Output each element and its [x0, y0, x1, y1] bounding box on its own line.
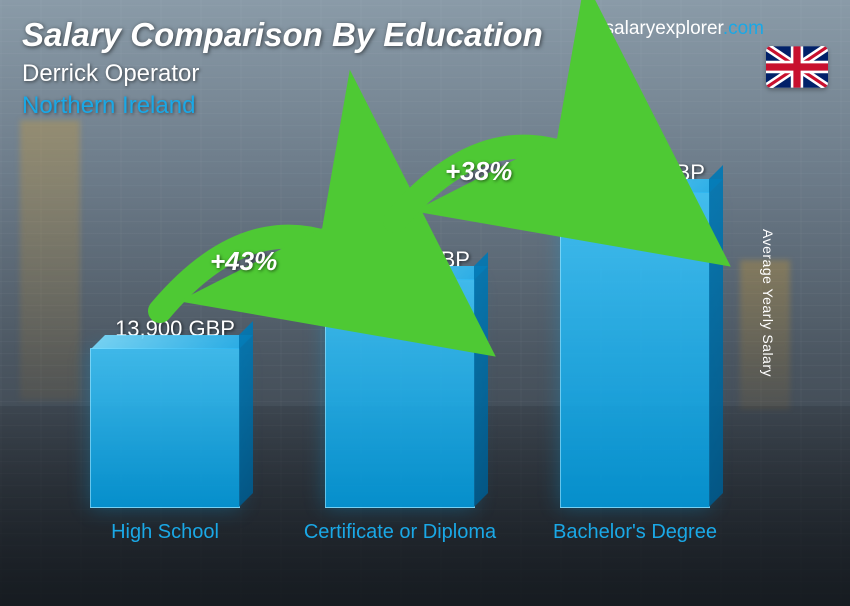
brand-link[interactable]: salaryexplorer.com: [605, 18, 764, 40]
brand-prefix: salaryexplorer: [605, 18, 723, 39]
category-label: Certificate or Diploma: [300, 520, 500, 544]
category-label: Bachelor's Degree: [535, 520, 735, 544]
pct-label-1: +38%: [445, 156, 512, 187]
pct-label-0: +43%: [210, 246, 277, 277]
bar-rect: [90, 348, 240, 508]
brand-suffix: .com: [723, 18, 764, 39]
increase-arrow-0: [125, 216, 395, 351]
category-label: High School: [65, 520, 265, 544]
uk-flag-icon: [766, 46, 828, 88]
background-accent-left: [20, 120, 80, 400]
chart-subtitle: Derrick Operator: [22, 60, 828, 88]
increase-arrow-1: [360, 126, 630, 261]
bar-chart: 13,900 GBP High School 19,900 GBP Certif…: [90, 116, 790, 556]
